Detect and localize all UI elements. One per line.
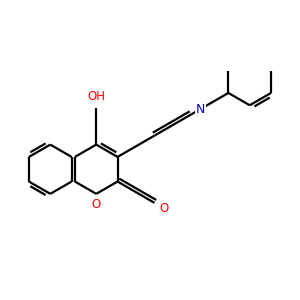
Text: O: O	[92, 198, 101, 211]
Text: N: N	[196, 103, 205, 116]
Text: OH: OH	[87, 90, 105, 103]
Text: O: O	[159, 202, 168, 214]
